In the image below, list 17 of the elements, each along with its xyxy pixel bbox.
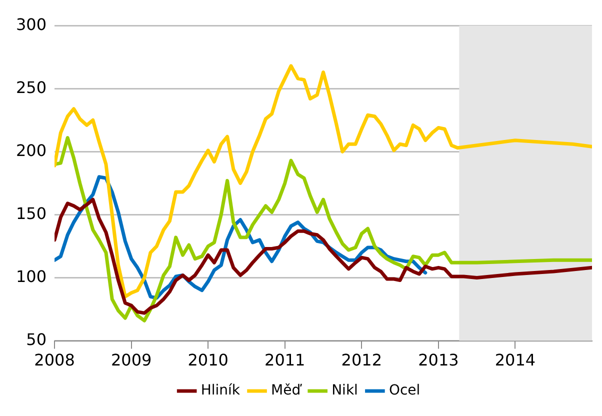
x-tick-label: 2009	[110, 350, 152, 370]
x-tick-label: 2011	[264, 350, 306, 370]
y-tick-label: 50	[26, 330, 47, 349]
y-tick-label: 300	[16, 14, 47, 34]
y-tick-label: 150	[16, 204, 47, 223]
y-tick-label: 100	[16, 266, 47, 286]
legend-label: Ocel	[388, 382, 420, 399]
x-tick-label: 2014	[494, 350, 536, 370]
legend-label: Nikl	[332, 382, 358, 399]
y-tick-label: 200	[16, 140, 47, 160]
x-tick-label: 2013	[418, 350, 459, 370]
x-tick-label: 2010	[188, 350, 228, 370]
legend-label: Měď	[271, 382, 303, 399]
x-tick-label: 2012	[341, 350, 382, 370]
legend-label: Hliník	[200, 382, 241, 399]
y-tick-label: 250	[16, 78, 47, 97]
x-tick-label: 2008	[34, 350, 75, 370]
